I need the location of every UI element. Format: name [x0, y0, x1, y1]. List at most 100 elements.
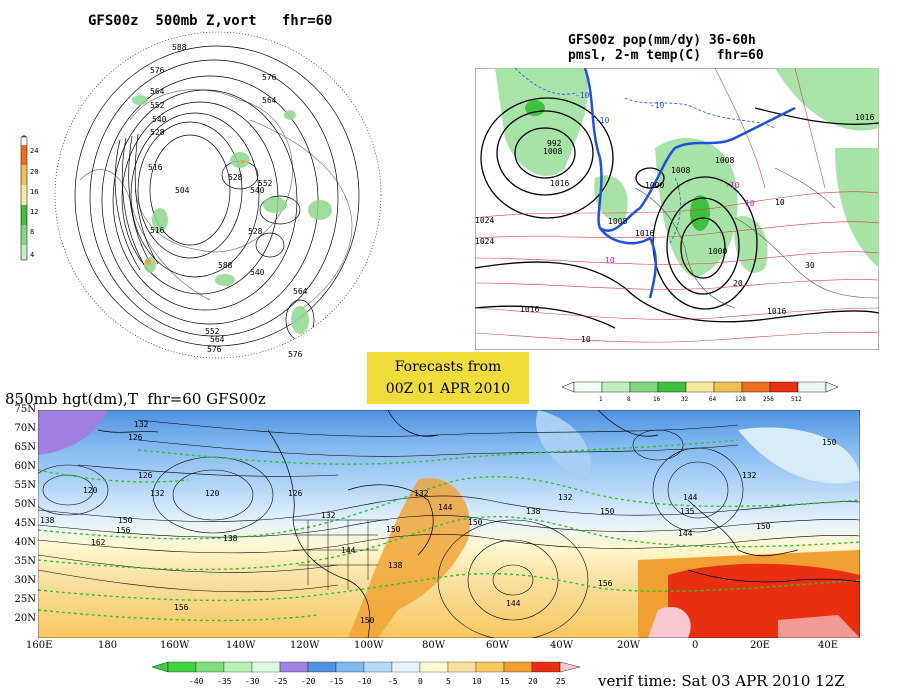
- pmsl-label: 1024: [475, 216, 494, 225]
- polar-contour-label: 516: [150, 226, 165, 235]
- polar-contour-label: 552: [150, 101, 165, 110]
- lon-label: 60W: [486, 640, 510, 651]
- temp-cb-tick: -40: [189, 677, 204, 686]
- regional-panel-title-line1: GFS00z pop(mm/dy) 36-60h: [568, 33, 756, 48]
- polar-contour-label: 564: [150, 87, 165, 96]
- hgt-label: 126: [288, 489, 303, 498]
- temp-label: -10: [725, 181, 740, 190]
- regional-cb-tick: 256: [763, 396, 774, 403]
- lat-label: 25N: [14, 594, 36, 605]
- hgt-label: 138: [223, 534, 238, 543]
- panel-850-map: 132 126 126 120 132 120 126 132 132 144 …: [38, 410, 860, 638]
- lon-label: 20W: [617, 640, 641, 651]
- hgt-label: 162: [91, 538, 106, 547]
- polar-colorbar: 24 20 16 12 8 4: [18, 135, 48, 265]
- temp-label: -10: [595, 116, 610, 125]
- hgt-label: 135: [680, 507, 695, 516]
- lon-label: 140W: [226, 640, 256, 651]
- lon-label: 40E: [818, 640, 839, 651]
- lon-label: 100W: [354, 640, 384, 651]
- forecast-banner-line1: Forecasts from: [394, 359, 502, 375]
- polar-contour-label: 576: [207, 345, 222, 354]
- hgt-label: 156: [598, 579, 613, 588]
- temp-label: 20: [733, 279, 743, 288]
- polar-cb-tick: 16: [30, 188, 39, 196]
- hgt-label: 156: [174, 603, 189, 612]
- lat-label: 60N: [14, 461, 36, 472]
- pmsl-label: 1016: [855, 113, 874, 122]
- temp-cb-tick: -5: [388, 677, 398, 686]
- lon-label: 120W: [290, 640, 320, 651]
- lat-axis: 75N 70N 65N 60N 55N 50N 45N 40N 35N 30N …: [0, 404, 38, 640]
- polar-panel-title: GFS00z 500mb Z,vort fhr=60: [88, 13, 333, 29]
- lon-label: 160E: [26, 640, 53, 651]
- temp-label: 10: [581, 335, 591, 344]
- lat-label: 75N: [14, 404, 36, 415]
- lat-label: 30N: [14, 575, 36, 586]
- hgt-label: 120: [83, 486, 98, 495]
- forecast-banner: Forecasts from 00Z 01 APR 2010: [367, 352, 529, 404]
- lat-label: 65N: [14, 442, 36, 453]
- temp-cb-tick: -25: [273, 677, 288, 686]
- lat-label: 20N: [14, 613, 36, 624]
- pmsl-label: 1016: [550, 179, 569, 188]
- hgt-label: 144: [506, 599, 521, 608]
- pmsl-label: 1000: [708, 247, 727, 256]
- hgt-label: 138: [526, 507, 541, 516]
- temp-label: -10: [650, 101, 665, 110]
- pmsl-label: 1024: [475, 237, 494, 246]
- temp-cb-tick: -15: [329, 677, 344, 686]
- regional-colorbar: 1 8 16 32 64 128 256 512: [562, 381, 839, 403]
- pmsl-label: 1000: [645, 181, 664, 190]
- hgt-label: 156: [116, 526, 131, 535]
- regional-cb-tick: 512: [791, 396, 802, 403]
- regional-panel-title-line2: pmsl, 2-m temp(C) fhr=60: [568, 48, 764, 63]
- polar-contour-label: 552: [258, 179, 273, 188]
- lon-label: 180: [98, 640, 118, 651]
- polar-cb-tick: 8: [30, 228, 35, 236]
- temp-cb-tick: 5: [446, 677, 451, 686]
- polar-map: 588 576 564 552 540 528 516 504 528 540 …: [54, 31, 382, 359]
- pmsl-label: 1016: [635, 229, 654, 238]
- hgt-label: 150: [600, 507, 615, 516]
- hgt-label: 150: [756, 522, 771, 531]
- regional-cb-tick: 1: [599, 396, 603, 403]
- temp-cb-tick: 10: [472, 677, 482, 686]
- temp-label: 10: [605, 256, 615, 265]
- temp-label: 30: [805, 261, 815, 270]
- hgt-label: 132: [150, 489, 165, 498]
- polar-cb-tick: 4: [30, 251, 35, 259]
- lat-label: 40N: [14, 537, 36, 548]
- regional-map: 1016 1008 1024 1016 1008 1000 1008 1000 …: [475, 68, 879, 350]
- lon-label: 80W: [422, 640, 446, 651]
- temp-label: 10: [745, 199, 755, 208]
- hgt-label: 150: [822, 438, 837, 447]
- temp-cb-tick: -30: [245, 677, 260, 686]
- hgt-label: 150: [386, 525, 401, 534]
- lon-label: 0: [692, 640, 699, 651]
- pmsl-label: 992: [547, 139, 562, 148]
- hgt-label: 138: [40, 516, 55, 525]
- regional-cb-tick: 128: [735, 396, 746, 403]
- hgt-label: 132: [558, 493, 573, 502]
- hgt-label: 144: [438, 503, 453, 512]
- hgt-label: 144: [683, 493, 698, 502]
- pmsl-label: 1008: [715, 156, 734, 165]
- polar-contour-label: 540: [152, 115, 167, 124]
- hgt-label: 144: [678, 529, 693, 538]
- polar-contour-label: 564: [210, 335, 225, 344]
- temp-cb-tick: 15: [500, 677, 510, 686]
- polar-contour-label: 564: [262, 96, 277, 105]
- temp-cb-tick: -20: [301, 677, 316, 686]
- verif-time: verif time: Sat 03 APR 2010 12Z: [598, 672, 845, 690]
- polar-contour-label: 528: [150, 128, 165, 137]
- polar-contour-label: 588: [172, 43, 187, 52]
- panel-850-colorbar: -40 -35 -30 -25 -20 -15 -10 -5 0 5 10 15…: [151, 661, 581, 686]
- hgt-label: 150: [468, 518, 483, 527]
- polar-contour-label: 528: [228, 173, 243, 182]
- hgt-label: 144: [341, 546, 356, 555]
- polar-contour-label: 564: [293, 287, 308, 296]
- regional-cb-tick: 16: [653, 396, 661, 403]
- pmsl-label: 1008: [671, 166, 690, 175]
- regional-cb-tick: 64: [709, 396, 717, 403]
